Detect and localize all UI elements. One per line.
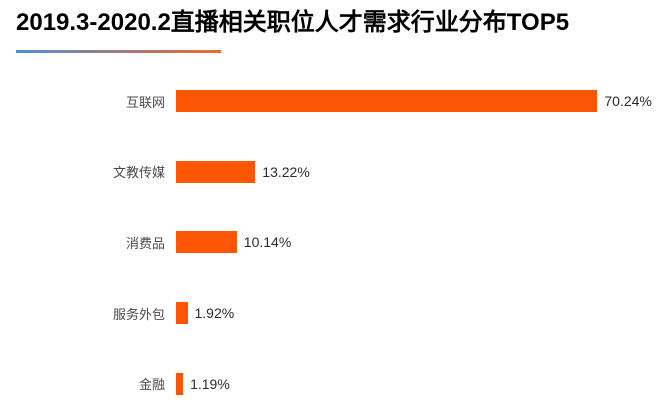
bar xyxy=(176,231,237,254)
title-underline xyxy=(16,50,221,53)
chart-title: 2019.3-2020.2直播相关职位人才需求行业分布TOP5 xyxy=(16,9,570,36)
bar-chart: 互联网 70.24% 文教传媒 13.22% 消费品 10.14% 服务外包 1.92% 金融 1… xyxy=(0,66,671,419)
value-label: 10.14% xyxy=(243,234,292,251)
category-label: 互联网 xyxy=(125,94,165,110)
value-label: 1.92% xyxy=(194,305,235,322)
chart-row: 金融 1.19% xyxy=(0,348,671,419)
category-label: 文教传媒 xyxy=(112,165,165,181)
bar xyxy=(176,372,184,395)
bar xyxy=(176,90,598,113)
value-label: 70.24% xyxy=(604,93,652,110)
category-label: 消费品 xyxy=(125,235,165,251)
chart-row: 文教传媒 13.22% xyxy=(0,137,671,208)
bar xyxy=(176,160,256,183)
chart-row: 互联网 70.24% xyxy=(0,66,671,137)
category-label: 金融 xyxy=(138,377,165,393)
bar xyxy=(176,302,188,325)
chart-row: 消费品 10.14% xyxy=(0,207,671,278)
chart-row: 服务外包 1.92% xyxy=(0,278,671,349)
value-label: 13.22% xyxy=(262,163,310,180)
value-label: 1.19% xyxy=(190,375,230,392)
category-label: 服务外包 xyxy=(112,306,165,322)
